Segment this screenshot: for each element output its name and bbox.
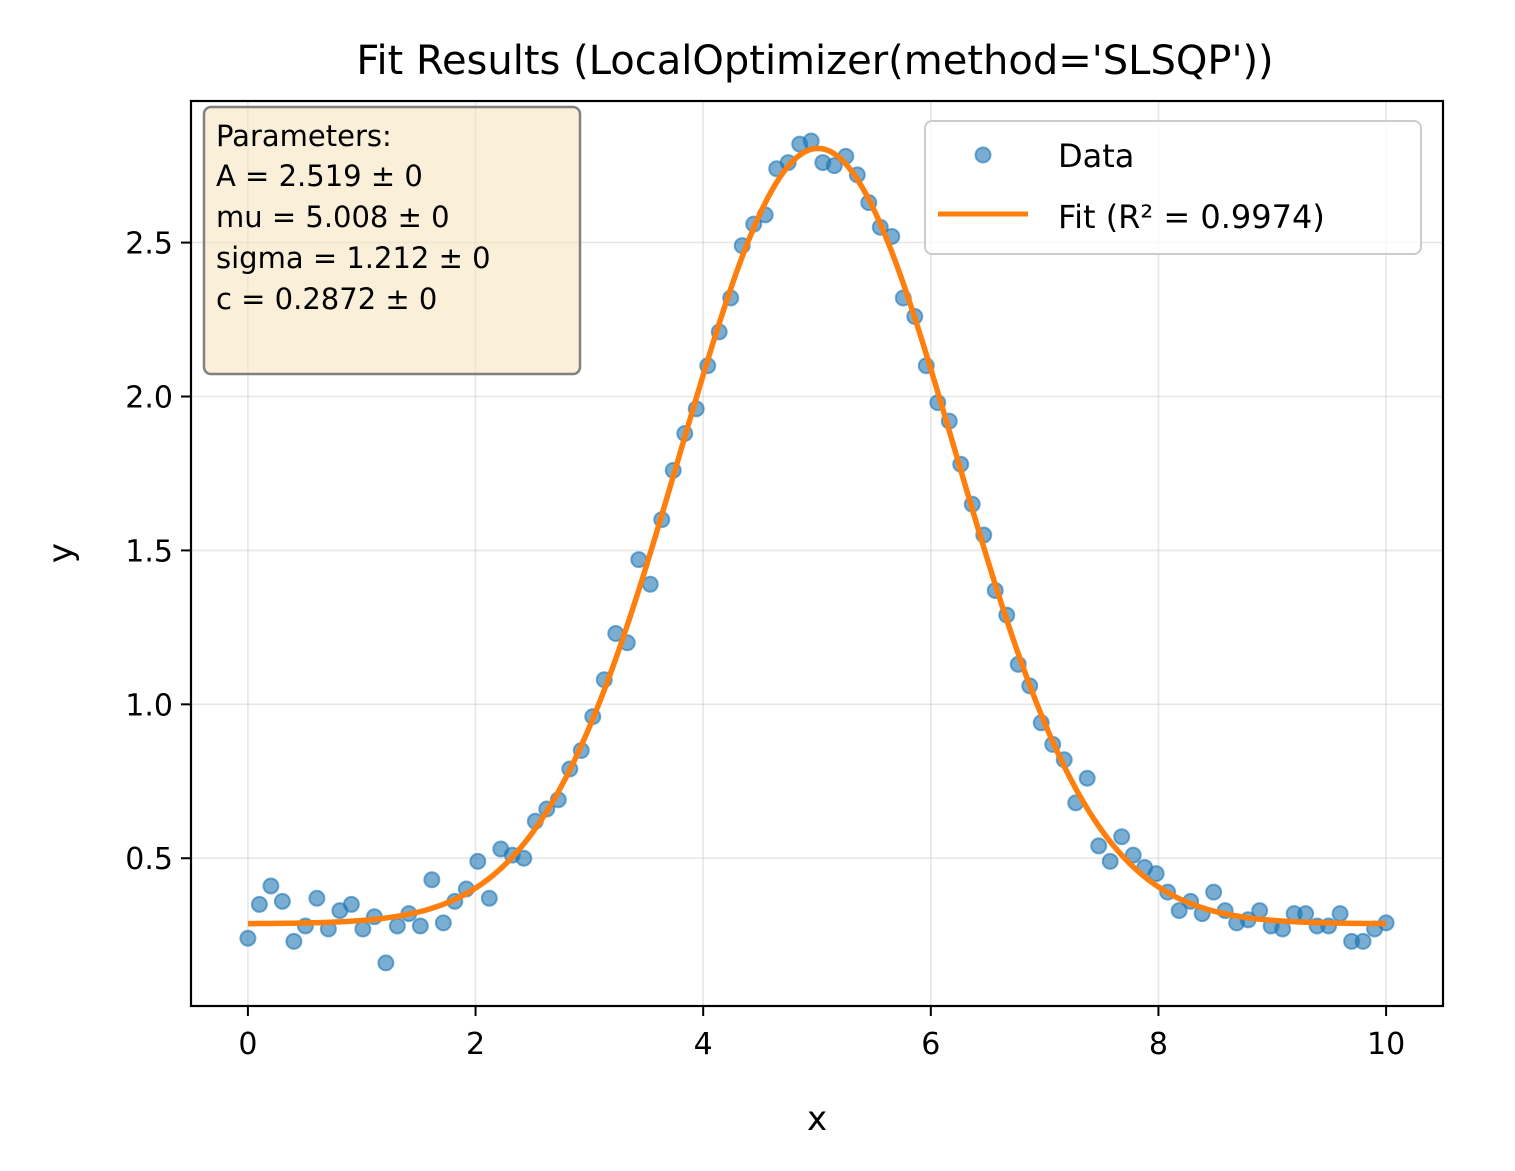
y-tick-label: 1.0 (125, 688, 173, 723)
y-axis-label: y (41, 543, 81, 563)
tick-layer: 0 2 4 6 8 10 0.5 1.0 1.5 2.0 2.5 (125, 227, 1405, 1062)
data-point (262, 877, 280, 895)
data-point (434, 914, 452, 932)
legend-frame (924, 120, 1422, 255)
parameters-box-background (202, 105, 582, 376)
data-point (1297, 905, 1315, 923)
y-tick-label: 2.5 (125, 227, 173, 262)
data-point (1078, 769, 1096, 787)
x-tick-label: 6 (921, 1027, 940, 1062)
data-point (250, 895, 268, 913)
y-tick-label: 1.5 (125, 534, 173, 569)
data-point (354, 920, 372, 938)
x-tick-label: 10 (1367, 1027, 1405, 1062)
data-point (1090, 837, 1108, 855)
x-tick-label: 4 (694, 1027, 713, 1062)
parameters-box-line-a: A = 2.519 ± 0 (216, 159, 423, 193)
data-point (377, 954, 395, 972)
y-tick-label: 0.5 (125, 842, 173, 877)
x-tick-label: 2 (466, 1027, 485, 1062)
legend-data-label: Data (1058, 137, 1134, 175)
data-point (1113, 828, 1131, 846)
x-tick-label: 0 (238, 1027, 257, 1062)
fit-curve (247, 145, 1387, 927)
chart-title: Fit Results (LocalOptimizer(method='SLSQ… (356, 38, 1273, 84)
plot-area-frame (189, 99, 1445, 1008)
y-tick-label: 2.0 (125, 381, 173, 416)
legend-data-marker (974, 146, 992, 164)
data-point (1101, 852, 1119, 870)
data-point (469, 852, 487, 870)
data-point (515, 849, 533, 867)
data-point (411, 917, 429, 935)
data-point (480, 889, 498, 907)
data-point (423, 871, 441, 889)
data-point (239, 929, 257, 947)
series-layer (239, 132, 1395, 972)
x-axis-label: x (807, 1099, 827, 1139)
data-point (1147, 865, 1165, 883)
data-point (1205, 883, 1223, 901)
parameters-box: Parameters: A = 2.519 ± 0 mu = 5.008 ± 0… (202, 105, 582, 376)
data-point (273, 892, 291, 910)
data-point (1170, 902, 1188, 920)
data-point (1354, 932, 1372, 950)
data-point (388, 917, 406, 935)
data-point (1124, 846, 1142, 864)
data-point (308, 889, 326, 907)
data-point (342, 895, 360, 913)
legend-fit-label: Fit (R² = 0.9974) (1058, 198, 1325, 236)
parameters-box-line-mu: mu = 5.008 ± 0 (216, 200, 450, 234)
legend: Data Fit (R² = 0.9974) (924, 120, 1422, 255)
data-point (285, 932, 303, 950)
data-point (825, 157, 843, 175)
parameters-box-line-sigma: sigma = 1.212 ± 0 (216, 241, 491, 275)
parameters-box-line-c: c = 0.2872 ± 0 (216, 282, 437, 316)
parameters-box-line-heading: Parameters: (216, 119, 392, 153)
data-point (1331, 905, 1349, 923)
x-tick-label: 8 (1149, 1027, 1168, 1062)
